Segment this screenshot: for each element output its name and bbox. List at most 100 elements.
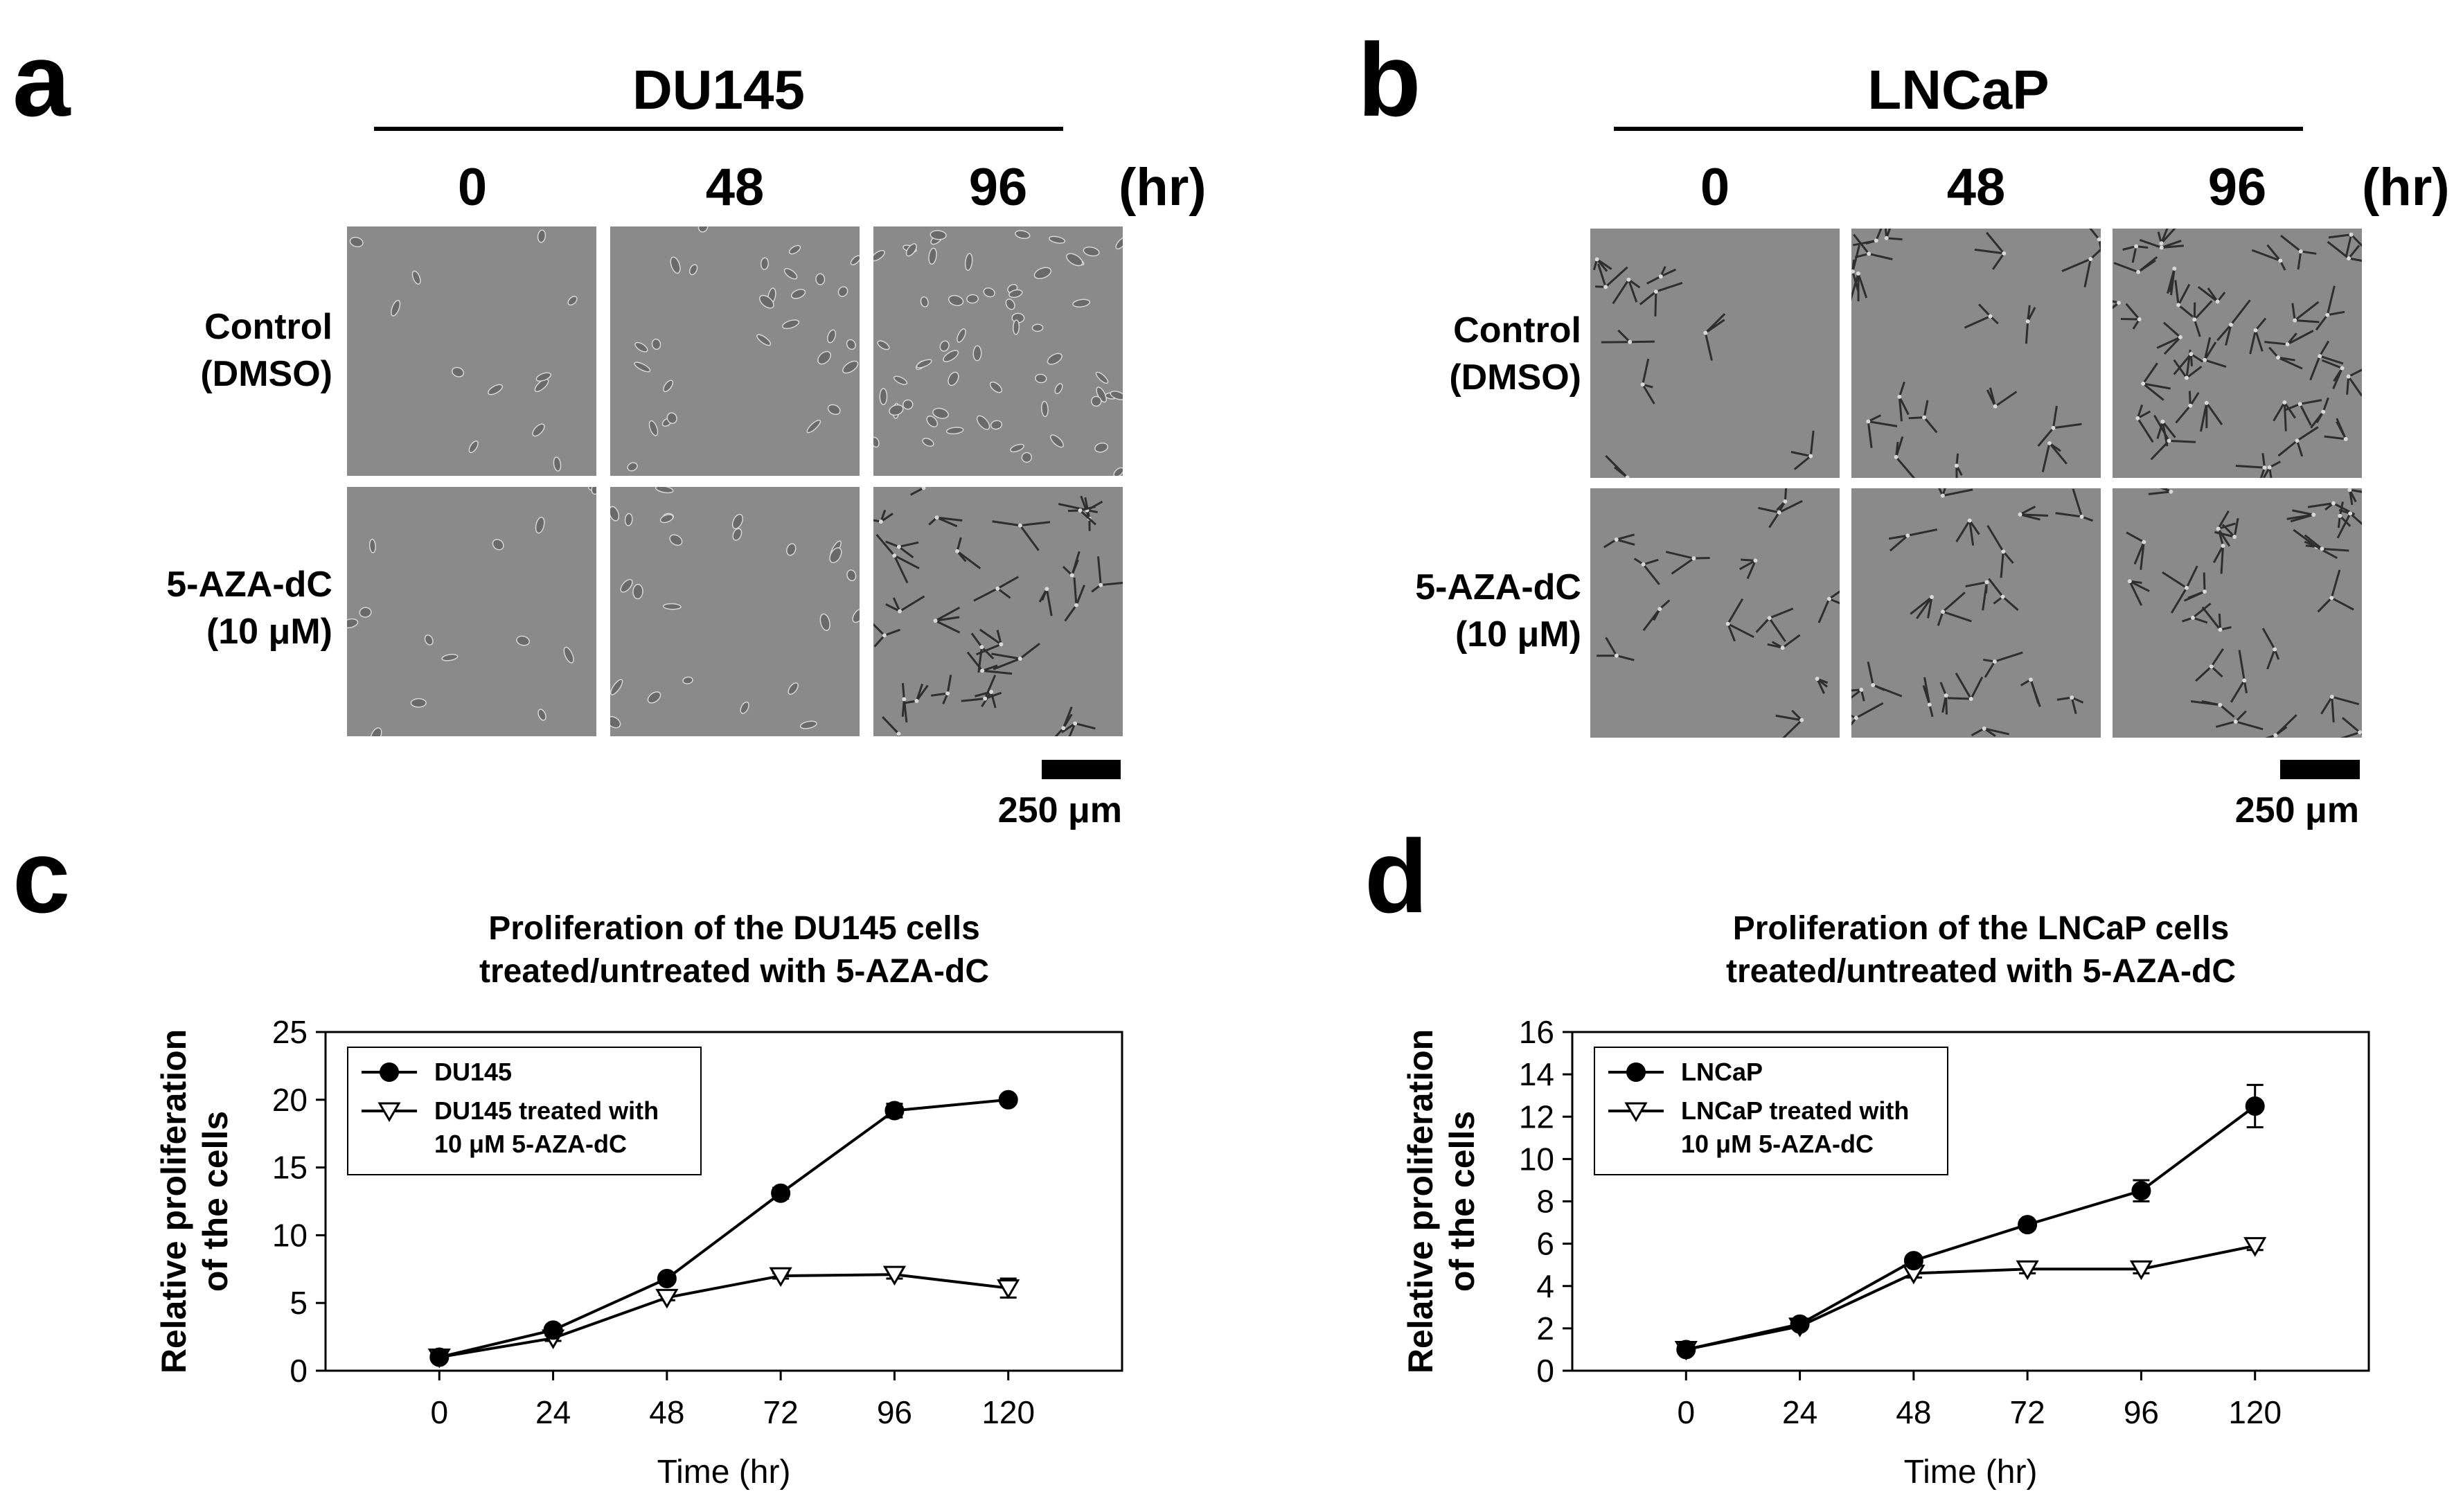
panel-b-row-label-control: Control (DMSO)	[1358, 307, 1581, 401]
y-tick-label: 20	[272, 1082, 308, 1118]
legend-label-line1: DU145 treated with	[434, 1096, 659, 1125]
y-axis-label-line2: of the cells	[196, 1111, 235, 1292]
series-line	[1685, 1105, 2256, 1351]
y-axis-label-line2: of the cells	[1443, 1111, 1482, 1292]
row-label-line2: (10 μM)	[206, 612, 332, 652]
micrograph-lncap-control-0h	[1590, 229, 1840, 478]
panel-b-scale-bar	[2280, 760, 2360, 779]
panel-a-hour-0: 0	[457, 158, 488, 217]
y-tick-label: 14	[1519, 1056, 1554, 1092]
x-tick-label: 48	[649, 1394, 684, 1430]
panel-a-title-rule	[374, 127, 1063, 131]
row-label-line2: (DMSO)	[200, 354, 332, 394]
legend-marker	[380, 1062, 399, 1082]
data-point	[769, 1267, 792, 1288]
x-tick-label: 48	[1896, 1394, 1931, 1430]
x-tick-label: 0	[430, 1394, 448, 1430]
x-axis-label: Time (hr)	[1904, 1454, 2038, 1491]
micrograph-lncap-aza-0h	[1590, 488, 1840, 738]
x-tick-label: 96	[877, 1394, 912, 1430]
y-tick-label: 8	[1536, 1184, 1554, 1220]
y-tick-label: 0	[290, 1353, 308, 1389]
panel-a-row-label-control: Control (DMSO)	[111, 303, 332, 398]
x-tick-label: 120	[981, 1394, 1035, 1430]
legend-label-line2: 10 μM 5-AZA-dC	[1681, 1130, 1874, 1158]
data-point	[884, 1101, 905, 1121]
panel-a-row-label-aza: 5-AZA-dC (10 μM)	[111, 561, 332, 655]
y-tick-label: 10	[1519, 1141, 1554, 1177]
panel-b-row-label-aza: 5-AZA-dC (10 μM)	[1358, 564, 1581, 658]
data-point	[655, 1288, 679, 1309]
micrograph-lncap-aza-48h	[1851, 488, 2101, 738]
micrograph-du145-control-48h	[610, 226, 860, 476]
panel-a-scale-bar	[1042, 760, 1121, 779]
panel-b-title-rule	[1614, 127, 2303, 131]
panel-b-cell-line-title: LNCaP	[1867, 59, 2050, 121]
y-tick-label: 25	[272, 1014, 308, 1050]
data-point	[1790, 1314, 1810, 1334]
chart-title-line1: Proliferation of the DU145 cells	[488, 910, 980, 947]
panel-a-scale-label: 250 μm	[997, 790, 1122, 830]
x-tick-label: 72	[2010, 1394, 2045, 1430]
data-point	[882, 1265, 907, 1286]
micrograph-lncap-aza-96h	[2113, 488, 2362, 738]
series-line	[438, 1098, 1008, 1359]
legend-label-line1: LNCaP treated with	[1681, 1096, 1909, 1125]
data-point	[998, 1089, 1018, 1110]
data-point	[2243, 1237, 2267, 1257]
panel-letter-c: c	[12, 818, 71, 934]
y-tick-label: 15	[272, 1150, 308, 1186]
legend-marker	[1626, 1062, 1646, 1082]
micrograph-du145-aza-0h	[347, 487, 596, 736]
panel-b-unit: (hr)	[2362, 158, 2450, 217]
micrograph-du145-aza-48h	[610, 487, 860, 736]
panel-letter-d: d	[1364, 818, 1428, 934]
data-point	[997, 1279, 1020, 1299]
panel-b-hour-96: 96	[2207, 158, 2267, 217]
row-label-line1: Control	[1453, 310, 1581, 350]
legend-label-line1: DU145	[434, 1058, 512, 1086]
chart-d: 0 2 4 6 8 10 12 14 16 0 24 48 72 96 120 Time (hr) Relati…	[1385, 1004, 2390, 1512]
data-point	[2129, 1260, 2153, 1281]
panel-letter-a: a	[12, 21, 71, 138]
data-point	[2018, 1215, 2038, 1235]
data-point	[2016, 1260, 2039, 1281]
data-point	[2245, 1096, 2265, 1116]
chart-title-line2: treated/untreated with 5-AZA-dC	[479, 953, 990, 990]
panel-a-cell-line-title: DU145	[632, 59, 806, 121]
panel-a-hour-96: 96	[968, 158, 1028, 217]
y-tick-label: 4	[1536, 1268, 1554, 1304]
row-label-line2: (DMSO)	[1449, 357, 1581, 398]
panel-a-hour-48: 48	[705, 158, 765, 217]
data-point	[1676, 1340, 1696, 1360]
series-line	[438, 1273, 1008, 1359]
y-axis-label-line1: Relative proliferation	[1401, 1029, 1440, 1373]
legend-marker	[377, 1102, 401, 1122]
y-tick-label: 2	[1536, 1310, 1554, 1346]
chart-title-line2: treated/untreated with 5-AZA-dC	[1725, 953, 2237, 990]
chart-d-title: Proliferation of the LNCaP cells treated…	[1600, 907, 2362, 993]
x-axis-label: Time (hr)	[657, 1454, 791, 1491]
x-tick-label: 120	[2228, 1394, 2282, 1430]
chart-c-title: Proliferation of the DU145 cells treated…	[353, 907, 1115, 993]
chart-title-line1: Proliferation of the LNCaP cells	[1732, 910, 2230, 947]
micrograph-du145-control-96h	[873, 226, 1123, 476]
y-tick-label: 12	[1519, 1099, 1554, 1135]
row-label-line1: 5-AZA-dC	[166, 564, 332, 605]
panel-a-unit: (hr)	[1119, 158, 1207, 217]
micrograph-lncap-control-96h	[2113, 229, 2362, 478]
legend-label-line1: LNCaP	[1681, 1058, 1763, 1086]
row-label-line1: 5-AZA-dC	[1415, 567, 1581, 607]
panel-letter-b: b	[1358, 21, 1421, 138]
x-tick-label: 72	[763, 1394, 799, 1430]
legend-label-line2: 10 μM 5-AZA-dC	[434, 1130, 627, 1158]
row-label-line1: Control	[204, 307, 332, 347]
x-tick-label: 0	[1677, 1394, 1695, 1430]
micrograph-du145-aza-96h	[873, 487, 1123, 736]
y-tick-label: 10	[272, 1217, 308, 1253]
x-tick-label: 96	[2124, 1394, 2159, 1430]
y-tick-label: 6	[1536, 1226, 1554, 1262]
y-tick-label: 5	[290, 1285, 308, 1321]
chart-c: 0 5 10 15 20 25 0 24 48 72 96 120 Time (hr) Relative …	[139, 1004, 1143, 1512]
y-tick-label: 16	[1519, 1014, 1554, 1050]
